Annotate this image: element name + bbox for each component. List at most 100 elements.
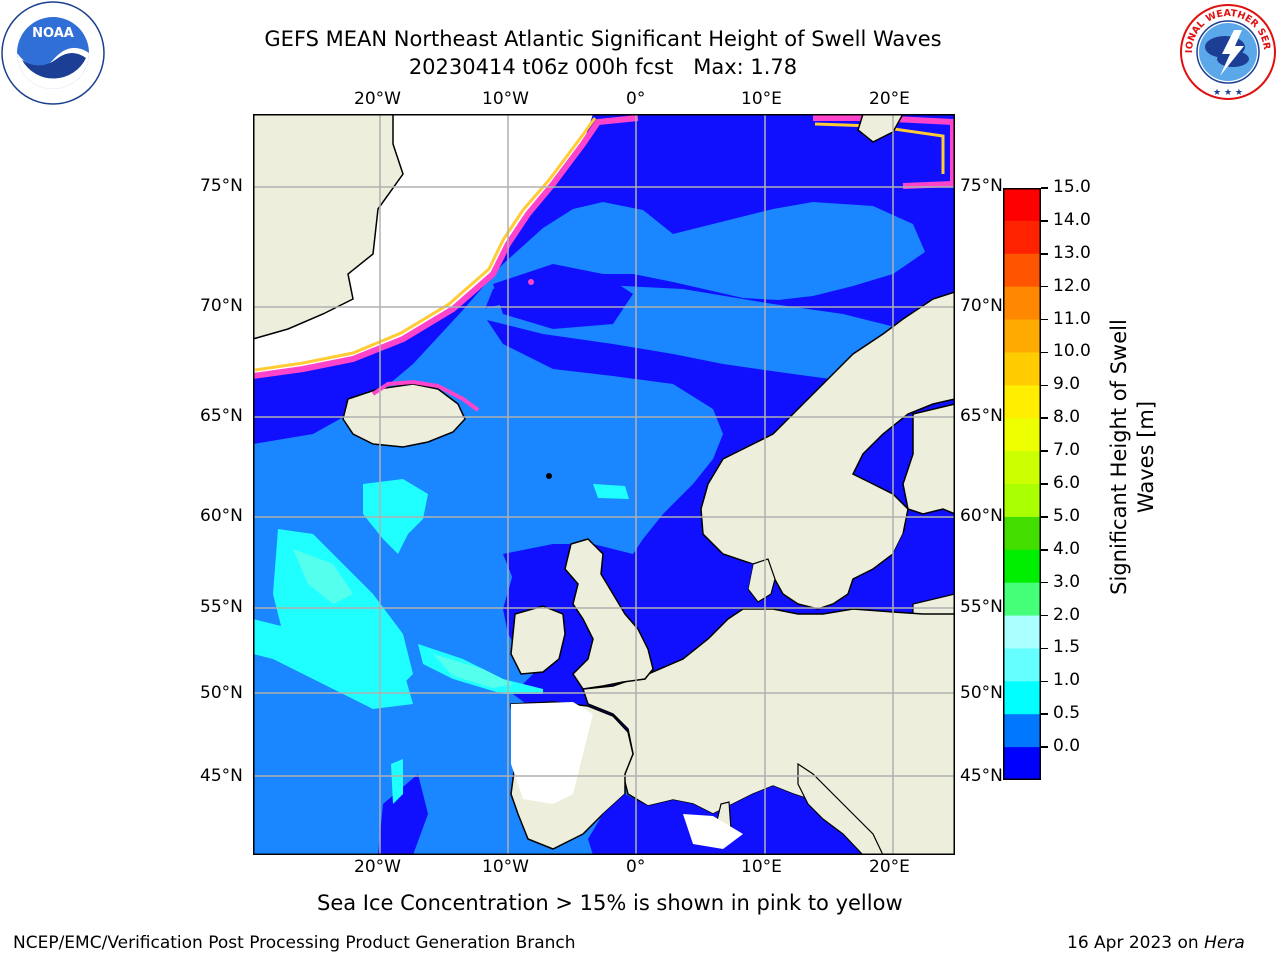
colorbar-tick-mark — [1041, 647, 1048, 650]
colorbar-segment — [1003, 615, 1041, 649]
noaa-logo-text: NOAA — [32, 26, 74, 41]
lon-tick-top-10w: 10°W — [482, 89, 529, 109]
lon-tick-bottom-20w: 20°W — [354, 857, 401, 877]
nws-logo: NATIONAL WEATHER SERVICE ★ ★ ★ — [1174, 0, 1278, 102]
colorbar-segment — [1003, 549, 1041, 584]
swell-patch-6 — [593, 484, 629, 499]
lat-tick-left-50n: 50°N — [200, 683, 243, 703]
colorbar-tick-mark — [1041, 516, 1048, 518]
colorbar-label: Significant Height of Swell Waves [m] — [1106, 292, 1160, 622]
colorbar-segment — [1003, 352, 1041, 386]
lon-tick-bottom-20e: 20°E — [869, 857, 910, 877]
colorbar-label-line1: Significant Height of Swell — [1107, 319, 1131, 595]
colorbar-tick-mark — [1041, 713, 1048, 715]
noaa-logo: NOAA — [0, 0, 106, 106]
colorbar-tick-mark — [1041, 384, 1048, 387]
lon-tick-top-0: 0° — [626, 89, 646, 109]
missing-biscay — [511, 702, 593, 804]
colorbar — [1003, 188, 1041, 781]
ice-edge-svalbard-inner — [814, 122, 945, 174]
colorbar-tick-label: 5.0 — [1053, 505, 1081, 526]
colorbar-segment — [1003, 418, 1041, 452]
swell-patch-8 — [293, 549, 353, 604]
swell-patch-7 — [433, 654, 513, 688]
colorbar-tick-mark — [1041, 746, 1048, 748]
ice-edge-east-greenland — [252, 115, 639, 379]
colorbar-tick-label: 6.0 — [1053, 473, 1081, 493]
colorbar-tick-label: 10.0 — [1053, 341, 1091, 362]
lat-tick-left-60n: 60°N — [200, 506, 243, 526]
ireland-land — [510, 605, 566, 675]
colorbar-segment — [1003, 484, 1041, 518]
lat-tick-left-55n: 55°N — [200, 597, 243, 617]
colorbar-tick-mark — [1041, 680, 1048, 683]
lat-tick-right-75n: 75°N — [960, 176, 1003, 196]
colorbar-tick-mark — [1041, 220, 1048, 222]
map-panel — [252, 113, 956, 856]
colorbar-tick-mark — [1041, 549, 1048, 551]
lat-tick-right-50n: 50°N — [960, 683, 1003, 703]
colorbar-tick-mark — [1041, 318, 1048, 321]
colorbar-tick-mark — [1041, 614, 1048, 617]
colorbar-tick-label: 3.0 — [1053, 571, 1081, 592]
colorbar-tick-mark — [1041, 450, 1048, 452]
colorbar-tick-label: 11.0 — [1053, 308, 1091, 329]
colorbar-tick-mark — [1041, 351, 1048, 354]
lon-tick-bottom-10w: 10°W — [482, 857, 529, 877]
colorbar-tick-label: 7.0 — [1053, 440, 1081, 461]
colorbar-segment — [1003, 451, 1041, 485]
swell-patch-3 — [253, 619, 413, 709]
colorbar-tick-label: 4.0 — [1053, 538, 1081, 559]
colorbar-svg — [1003, 188, 1041, 781]
colorbar-tick-label: 1.5 — [1053, 637, 1081, 658]
colorbar-tick-label: 0.5 — [1053, 703, 1081, 724]
footer-machine: Hera — [1204, 933, 1245, 953]
colorbar-tick-mark — [1041, 417, 1048, 419]
svg-text:★ ★ ★: ★ ★ ★ — [1213, 88, 1243, 98]
colorbar-tick-label: 9.0 — [1053, 374, 1081, 395]
footer-date: 16 Apr 2023 on Hera — [1067, 933, 1245, 953]
lon-tick-bottom-0: 0° — [626, 857, 646, 877]
colorbar-segment — [1003, 220, 1041, 255]
lon-tick-bottom-10e: 10°E — [741, 857, 782, 877]
great-britain-land — [564, 538, 654, 690]
footer-date-text: 16 Apr 2023 on — [1067, 933, 1205, 953]
colorbar-segment — [1003, 319, 1041, 353]
swell-patch-low-3 — [378, 774, 428, 855]
lat-tick-left-75n: 75°N — [200, 176, 243, 196]
colorbar-frame — [1003, 188, 1041, 780]
colorbar-tick-mark — [1041, 187, 1048, 189]
chart-title: GEFS MEAN Northeast Atlantic Significant… — [264, 27, 942, 51]
lat-tick-left-70n: 70°N — [200, 296, 243, 316]
greenland-land — [252, 113, 404, 340]
swell-patch-low-1 — [493, 264, 633, 329]
colorbar-segment — [1003, 516, 1041, 551]
ice-edge-east-greenland-inner — [254, 117, 597, 372]
colorbar-segment — [1003, 648, 1041, 682]
lat-tick-right-60n: 60°N — [960, 506, 1003, 526]
lat-tick-right-45n: 45°N — [960, 766, 1003, 786]
map-frame — [253, 114, 955, 855]
footer-org: NCEP/EMC/Verification Post Processing Pr… — [13, 933, 576, 953]
lat-tick-right-65n: 65°N — [960, 406, 1003, 426]
faroe-islands — [546, 473, 552, 479]
jan-mayen — [528, 279, 534, 285]
colorbar-segment — [1003, 714, 1041, 748]
colorbar-tick-label: 14.0 — [1053, 209, 1091, 230]
ice-edge-iceland — [371, 379, 480, 412]
map-grid — [253, 114, 955, 855]
colorbar-tick-mark — [1041, 581, 1048, 584]
chart-subtitle: 20230414 t06z 000h fcst Max: 1.78 — [408, 55, 798, 79]
colorbar-tick-label: 8.0 — [1053, 407, 1081, 428]
colorbar-segment — [1003, 286, 1041, 321]
colorbar-segment — [1003, 681, 1041, 715]
lon-tick-top-20w: 20°W — [354, 89, 401, 109]
colorbar-tick-label: 1.0 — [1053, 670, 1081, 691]
colorbar-tick-label: 12.0 — [1053, 275, 1091, 296]
colorbar-tick-label: 13.0 — [1053, 242, 1091, 263]
colorbar-label-line2: Waves [m] — [1134, 400, 1158, 514]
lat-tick-right-55n: 55°N — [960, 597, 1003, 617]
lat-tick-left-45n: 45°N — [200, 766, 243, 786]
colorbar-tick-label: 2.0 — [1053, 604, 1081, 625]
lon-tick-top-20e: 20°E — [869, 89, 910, 109]
